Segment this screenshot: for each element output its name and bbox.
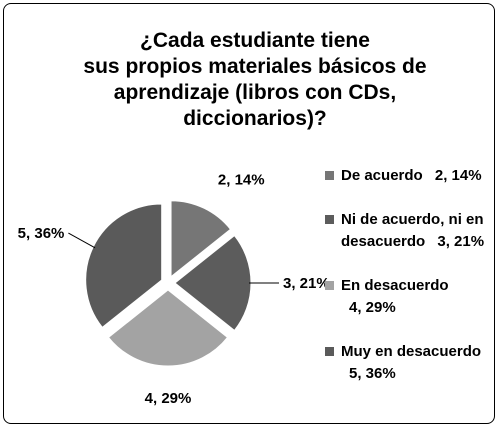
legend-value: 3, 21% bbox=[437, 233, 485, 250]
legend-label: Muy en desacuerdo bbox=[341, 343, 482, 360]
legend-entry: Muy en desacuerdo 5, 36% bbox=[325, 341, 493, 385]
legend-swatch bbox=[325, 281, 334, 290]
legend-label: En desacuerdo bbox=[341, 277, 449, 294]
legend-entry: Ni de acuerdo, ni en desacuerdo 3, 21% bbox=[325, 209, 493, 253]
legend-swatch bbox=[325, 215, 334, 224]
legend-value: 4, 29% bbox=[349, 299, 396, 316]
leader-line bbox=[68, 232, 96, 249]
pie-slice bbox=[107, 289, 229, 367]
chart-title: aprendizaje (libros con CDs, bbox=[114, 81, 396, 104]
legend-label: De acuerdo bbox=[341, 167, 423, 184]
data-label: 5, 36% bbox=[18, 225, 65, 242]
data-label: 4, 29% bbox=[145, 390, 192, 407]
data-label: 3, 21% bbox=[283, 275, 330, 292]
legend-entry: De acuerdo 2, 14% bbox=[325, 165, 493, 187]
legend-entry: En desacuerdo 4, 29% bbox=[325, 275, 493, 319]
legend-value: 5, 36% bbox=[349, 365, 396, 382]
data-label: 2, 14% bbox=[218, 171, 265, 188]
legend-value: 2, 14% bbox=[434, 167, 482, 184]
chart-title: sus propios materiales básicos de bbox=[83, 55, 426, 78]
legend: De acuerdo 2, 14% Ni de acuerdo, ni en de… bbox=[325, 165, 493, 407]
legend-swatch bbox=[325, 171, 334, 180]
legend-label: Ni de acuerdo, ni en desacuerdo bbox=[341, 211, 484, 250]
legend-swatch bbox=[325, 347, 334, 356]
pie-slice bbox=[170, 200, 232, 278]
chart-title: ¿Cada estudiante tiene bbox=[140, 29, 370, 52]
frame bbox=[3, 3, 495, 424]
chart-title: diccionarios)? bbox=[183, 107, 327, 130]
